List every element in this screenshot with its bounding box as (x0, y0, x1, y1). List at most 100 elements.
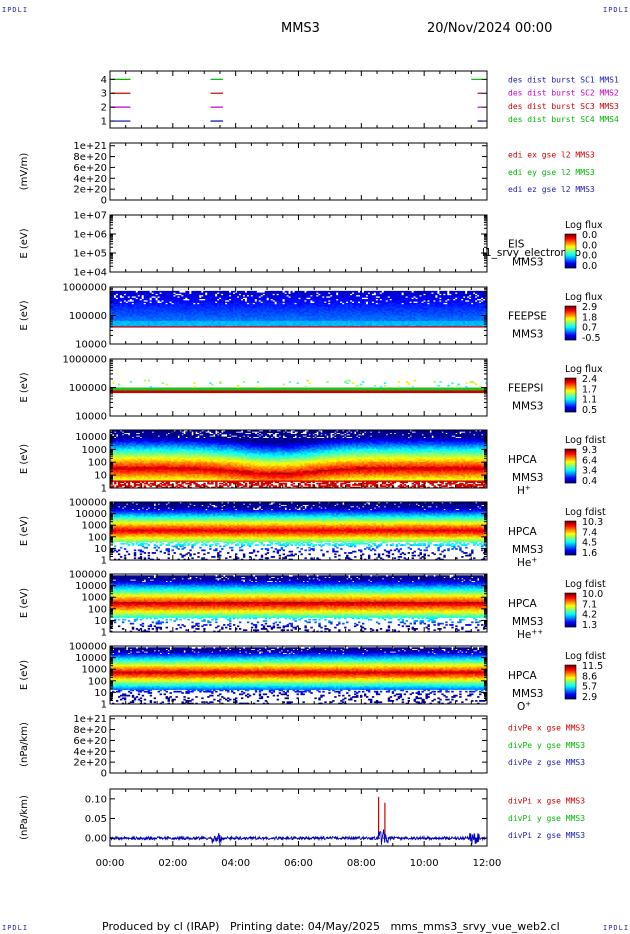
time-tick-label-6: 12:00 (473, 858, 502, 869)
panel-divpe-time-ticks (110, 716, 487, 773)
panel-burst-ytick-label-3: 4 (101, 75, 107, 86)
panel-divpe-legend-1: divPe y gse MMS3 (508, 741, 585, 750)
panel-hpca_o-ytick-label-4: 10000 (75, 653, 107, 664)
panel-eis-ytick-label-3: 1e+07 (73, 211, 107, 222)
panel-hpca_he-instrument-label: HPCA (508, 526, 538, 538)
panel-feepse-colorbar (565, 306, 576, 340)
panel-divpe-y-ticks (110, 719, 487, 773)
panel-hpca_hepp-colorbar (565, 593, 576, 627)
panel-burst-frame (110, 71, 487, 128)
panel-divpi-time-ticks (110, 789, 487, 846)
panel-hpca_hepp-ytick-label-5: 100000 (69, 570, 107, 581)
panel-hpca_hepp-heatmap-cells (110, 575, 487, 632)
panel-feepsi-ytick-label-0: 10000 (75, 412, 107, 423)
panel-hpca_hepp-instrument-label: HPCA (508, 598, 538, 610)
panel-hpca_he-ytick-label-4: 10000 (75, 509, 107, 520)
panel-feepse-spacecraft-label: MMS3 (512, 329, 543, 341)
footer-script: mms_mms3_srvy_vue_web2.cl (390, 920, 559, 933)
panel-feepse (110, 291, 487, 328)
panel-burst-ytick-label-0: 1 (101, 117, 107, 128)
panel-eis-colorbar-label-3: 0.0 (582, 261, 597, 272)
panel-edi-ytick-label-0: 0 (101, 196, 107, 207)
panel-hpca_he (110, 502, 487, 560)
panel-feepsi-ylabel: E (eV) (19, 372, 30, 402)
quicklook-page: IPDLI IPDLI IPDLI IPDLI MMS3 20/Nov/2024… (0, 0, 630, 934)
panel-divpe-ytick-label-1: 2e+20 (73, 758, 107, 769)
panel-feepsi-ytick-label-2: 1000000 (62, 355, 107, 366)
panel-divpi-ytick-label-1: 0.05 (85, 814, 107, 825)
panel-hpca_he-ytick-label-0: 1 (101, 556, 107, 567)
panel-hpca_h-colorbar (565, 449, 576, 483)
panel-hpca_o-colorbar-label-3: 2.9 (582, 692, 597, 703)
panel-divpe-ytick-label-3: 6e+20 (73, 736, 107, 747)
panel-hpca_o-ytick-label-1: 10 (94, 688, 107, 699)
panel-hpca_h-ytick-label-1: 10 (94, 471, 107, 482)
panel-hpca_h-heatmap-cells (110, 430, 487, 488)
panel-divpe-frame (110, 716, 487, 773)
panel-burst (112, 79, 483, 121)
panel-hpca_h-instrument-label: HPCA (508, 454, 538, 466)
panel-hpca_he-colorbar (565, 521, 576, 555)
panel-hpca_o (110, 647, 487, 704)
panel-hpca_o-species-label: O+ (517, 700, 531, 713)
time-tick-label-1: 02:00 (158, 858, 187, 869)
panel-hpca_hepp-species-label: He++ (517, 628, 543, 641)
panel-edi-ytick-label-4: 8e+20 (73, 152, 107, 163)
panel-edi-ytick-label-2: 4e+20 (73, 174, 107, 185)
panel-feepsi-heatmap-cells (110, 380, 487, 393)
panel-hpca_hepp-spacecraft-label: MMS3 (512, 616, 543, 628)
panel-divpe-ytick-label-2: 4e+20 (73, 747, 107, 758)
panel-hpca_o-ytick-label-2: 100 (88, 676, 107, 687)
panel-eis-ylabel: E (eV) (19, 228, 30, 258)
panel-hpca_hepp-colorbar-label-3: 1.3 (582, 620, 597, 631)
panel-hpca_hepp-ylabel: E (eV) (19, 588, 30, 618)
panel-divpe-ytick-label-0: 0 (101, 769, 107, 780)
panel-eis-time-ticks (110, 215, 487, 272)
time-tick-label-5: 10:00 (410, 858, 439, 869)
panel-hpca_h-ytick-label-4: 10000 (75, 432, 107, 443)
panel-divpi-legend-2: divPi z gse MMS3 (508, 831, 585, 840)
panel-feepsi-spacecraft-label: MMS3 (512, 401, 543, 413)
panel-hpca_o-ytick-label-5: 100000 (69, 642, 107, 653)
panel-divpe-legend-0: divPe x gse MMS3 (508, 724, 585, 733)
panel-eis-ytick-label-1: 1e+05 (73, 249, 107, 260)
panel-hpca_he-ylabel: E (eV) (19, 516, 30, 546)
panel-feepsi-colorbar (565, 378, 576, 412)
panel-hpca_h-colorbar-label-3: 0.4 (582, 476, 597, 487)
panel-hpca_o-spacecraft-label: MMS3 (512, 688, 543, 700)
panel-eis-frame (110, 215, 487, 272)
panel-divpi-ylabel: (nPa/km) (19, 795, 30, 840)
panel-hpca_hepp-ytick-label-0: 1 (101, 628, 107, 639)
panel-eis-colorbar (565, 234, 576, 268)
panel-burst-ytick-label-2: 3 (101, 89, 107, 100)
panel-feepse-ytick-label-2: 1000000 (62, 283, 107, 294)
panel-hpca_he-colorbar-label-3: 1.6 (582, 548, 597, 559)
panel-hpca_h-ytick-label-3: 1000 (82, 445, 107, 456)
panel-hpca_o-ytick-label-0: 1 (101, 700, 107, 711)
panel-divpe-legend-2: divPe z gse MMS3 (508, 758, 585, 767)
panel-edi-ylabel: (mV/m) (19, 153, 30, 191)
time-tick-label-2: 04:00 (221, 858, 250, 869)
panel-hpca_h-ylabel: E (eV) (19, 444, 30, 474)
panel-divpi-legend-1: divPi y gse MMS3 (508, 814, 585, 823)
panel-hpca_o-heatmap-cells (110, 647, 487, 704)
panel-hpca_hepp-ytick-label-1: 10 (94, 616, 107, 627)
time-tick-label-0: 00:00 (96, 858, 125, 869)
panel-feepse-heatmap-cells (110, 291, 487, 328)
panel-feepse-ytick-label-1: 100000 (69, 311, 107, 322)
panel-feepsi-ytick-label-1: 100000 (69, 383, 107, 394)
footer-produced: Produced by cl (IRAP) (102, 920, 219, 933)
panel-burst-legend-0: des dist burst SC1 MMS1 (508, 75, 619, 84)
panel-hpca_he-ytick-label-2: 100 (88, 532, 107, 543)
panel-hpca_he-species-label: He+ (517, 556, 537, 569)
panel-edi-ytick-label-5: 1e+21 (73, 141, 107, 152)
panel-hpca_hepp-ytick-label-4: 10000 (75, 581, 107, 592)
panel-hpca_he-ytick-label-3: 1000 (82, 521, 107, 532)
footer-printing-date: Printing date: 04/May/2025 (230, 920, 380, 933)
panel-hpca_o-ytick-label-3: 1000 (82, 665, 107, 676)
panel-edi-legend-0: edi ex gse l2 MMS3 (508, 151, 595, 160)
panel-divpi-frame (110, 789, 487, 846)
panel-edi-y-ticks (110, 146, 487, 200)
panel-feepsi-colorbar-label-3: 0.5 (582, 405, 597, 416)
panel-feepse-ytick-label-0: 10000 (75, 340, 107, 351)
